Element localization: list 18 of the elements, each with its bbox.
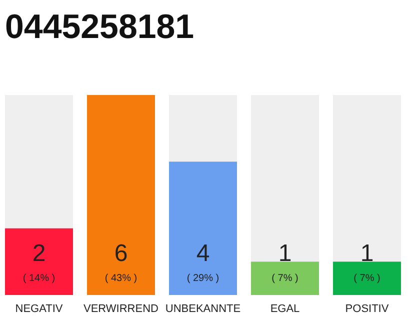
data-label: 2 <box>32 240 46 267</box>
x-tick-label: UNBEKANNTE <box>165 303 241 315</box>
bar <box>333 262 401 295</box>
chart-title: 0445258181 <box>5 8 194 46</box>
x-tick-label: NEGATIV <box>15 303 64 315</box>
data-label: 6 <box>114 240 128 267</box>
annotation: ( 7% ) <box>272 273 298 284</box>
data-label: 4 <box>196 240 210 267</box>
data-label: 1 <box>278 240 292 267</box>
annotation: ( 43% ) <box>104 273 138 284</box>
x-tick-label: VERWIRREND <box>84 303 159 315</box>
bar <box>251 262 319 295</box>
annotation: ( 7% ) <box>354 273 380 284</box>
annotation: ( 14% ) <box>22 273 56 284</box>
annotation: ( 29% ) <box>186 273 220 284</box>
data-label: 1 <box>360 240 374 267</box>
x-tick-label: EGAL <box>270 303 300 315</box>
x-tick-label: POSITIV <box>345 303 390 315</box>
